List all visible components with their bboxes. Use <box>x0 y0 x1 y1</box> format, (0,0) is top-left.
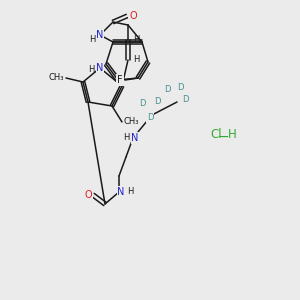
Text: −: − <box>217 130 229 144</box>
Text: H: H <box>228 128 236 142</box>
Text: O: O <box>129 11 137 21</box>
Text: D: D <box>154 98 160 106</box>
Text: CH₃: CH₃ <box>49 74 64 82</box>
Text: H: H <box>123 133 129 142</box>
Text: D: D <box>164 85 170 94</box>
Text: O: O <box>84 190 92 200</box>
Text: D: D <box>147 113 153 122</box>
Text: CH₃: CH₃ <box>124 116 140 125</box>
Text: H: H <box>127 188 133 196</box>
Text: F: F <box>117 75 123 85</box>
Text: N: N <box>96 63 104 73</box>
Text: H: H <box>133 56 139 64</box>
Text: H: H <box>89 34 95 43</box>
Text: H: H <box>133 35 139 44</box>
Text: D: D <box>177 82 183 91</box>
Text: D: D <box>182 94 188 103</box>
Text: H: H <box>88 65 94 74</box>
Text: N: N <box>117 187 125 197</box>
Text: Cl: Cl <box>210 128 222 142</box>
Text: D: D <box>139 98 145 107</box>
Text: N: N <box>131 133 139 143</box>
Text: N: N <box>96 30 104 40</box>
